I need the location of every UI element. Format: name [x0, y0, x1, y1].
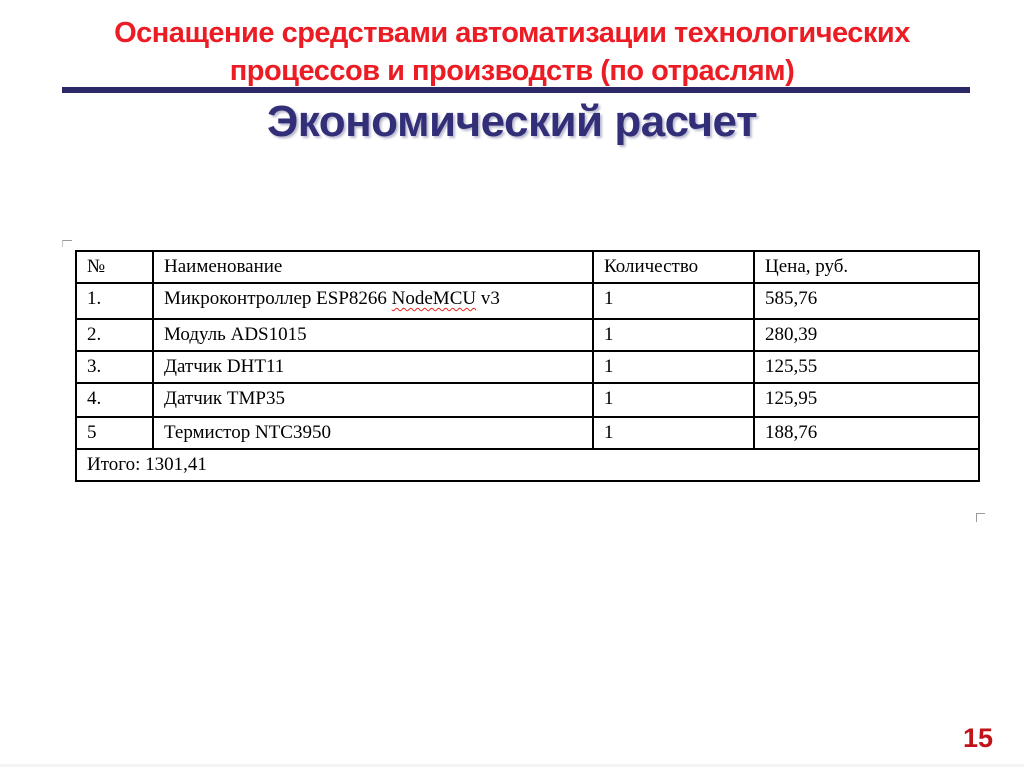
cell-qty: 1: [592, 382, 755, 418]
cell-name: Термистор NTC3950: [152, 416, 594, 450]
cell-qty: 1: [592, 350, 755, 384]
slide-title: Оснащение средствами автоматизации техно…: [30, 14, 994, 90]
cell-name-text: Микроконтроллер ESP8266: [164, 288, 392, 309]
cell-num: 3.: [75, 350, 154, 384]
cost-table-wrap: № Наименование Количество Цена, руб. 1. …: [75, 250, 980, 482]
column-header-num: №: [75, 250, 154, 284]
cell-num: 1.: [75, 282, 154, 320]
cell-price: 585,76: [753, 282, 980, 320]
page-number: 15: [962, 723, 993, 753]
total-cell: Итого: 1301,41: [75, 448, 980, 482]
table-header-row: № Наименование Количество Цена, руб.: [75, 250, 980, 284]
cell-name: Датчик DHT11: [152, 350, 594, 384]
cell-num: 2.: [75, 318, 154, 352]
cell-name: Микроконтроллер ESP8266 NodeMCU v3: [152, 282, 594, 320]
column-header-price: Цена, руб.: [753, 250, 980, 284]
table-row: 2. Модуль ADS1015 1 280,39: [75, 318, 980, 352]
title-divider-line: [62, 87, 970, 93]
table-row: 1. Микроконтроллер ESP8266 NodeMCU v3 1 …: [75, 282, 980, 320]
cell-price: 188,76: [753, 416, 980, 450]
cell-num: 5: [75, 416, 154, 450]
cell-price: 125,95: [753, 382, 980, 418]
cell-qty: 1: [592, 416, 755, 450]
table-anchor-mark: [62, 240, 72, 247]
table-row: 4. Датчик TMP35 1 125,95: [75, 382, 980, 418]
cell-name: Модуль ADS1015: [152, 318, 594, 352]
table-total-row: Итого: 1301,41: [75, 448, 980, 482]
table-row: 3. Датчик DHT11 1 125,55: [75, 350, 980, 384]
cell-name: Датчик TMP35: [152, 382, 594, 418]
bottom-edge-strip: [0, 764, 1024, 767]
cell-price: 280,39: [753, 318, 980, 352]
cell-num: 4.: [75, 382, 154, 418]
cost-table: № Наименование Количество Цена, руб. 1. …: [75, 250, 980, 482]
column-header-qty: Количество: [592, 250, 755, 284]
cell-name-spellcheck-flagged: NodeMCU: [391, 288, 477, 309]
table-resize-handle-mark: [976, 513, 985, 522]
slide-title-line2: процессов и производств (по отраслям): [229, 55, 795, 87]
cell-price: 125,55: [753, 350, 980, 384]
slide-title-line1: Оснащение средствами автоматизации техно…: [114, 17, 910, 49]
table-row: 5 Термистор NTC3950 1 188,76: [75, 416, 980, 450]
cell-qty: 1: [592, 282, 755, 320]
cell-name-text: v3: [476, 288, 500, 309]
slide-subtitle: Экономический расчет: [266, 97, 758, 146]
column-header-name: Наименование: [152, 250, 594, 284]
cell-qty: 1: [592, 318, 755, 352]
